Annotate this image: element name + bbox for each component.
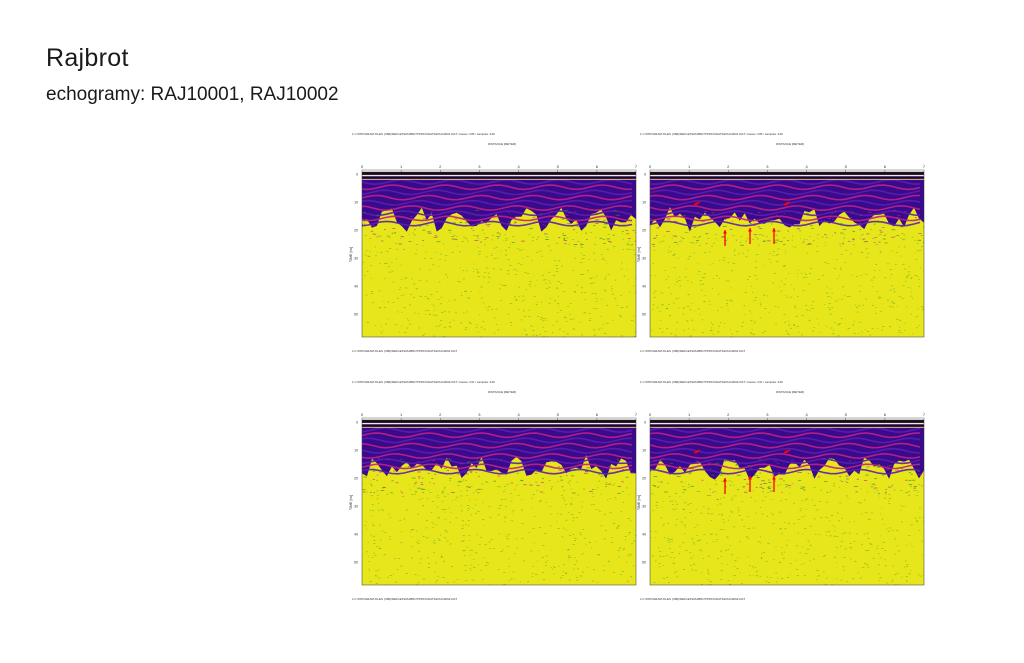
echogram-footer: 2 C:\PROGRAM FILES (X86)\REFLEX\RAJBROT\…: [352, 597, 458, 601]
y-tick-label: 30: [354, 257, 358, 261]
x-tick-label: 1: [400, 164, 403, 169]
y-tick-label: 40: [354, 285, 358, 289]
x-tick-label: 6: [596, 412, 599, 417]
x-tick-label: 5: [845, 412, 848, 417]
slide-subtitle: echogramy: RAJ10001, RAJ10002: [46, 84, 339, 105]
y-tick-label: 10: [642, 201, 646, 205]
echogram-panel-raj10002-annotated: 1 C:\PROGRAM FILES (X86)\REFLEX\RAJBROT\…: [636, 380, 926, 605]
red-arrowhead-icon: [694, 449, 698, 454]
y-axis-label: TIME [ns]: [637, 495, 641, 510]
x-tick-label: 2: [439, 164, 442, 169]
x-tick-label: 7: [635, 412, 638, 417]
x-tick-label: 4: [517, 164, 520, 169]
radargram-image: [362, 420, 636, 585]
x-tick-label: 3: [766, 164, 769, 169]
x-tick-label: 3: [478, 164, 481, 169]
x-tick-label: 0: [361, 164, 364, 169]
red-arrowhead-icon: [748, 228, 752, 232]
y-axis-label: TIME [ns]: [349, 247, 353, 262]
echogram-panel-raj10001-raw: 1 C:\PROGRAM FILES (X86)\REFLEX\RAJBROT\…: [348, 132, 638, 357]
distance-axis-label: DISTANCE [METER]: [776, 142, 804, 146]
x-tick-label: 7: [635, 164, 638, 169]
x-tick-label: 1: [400, 412, 403, 417]
x-tick-label: 5: [557, 412, 560, 417]
y-tick-label: 30: [642, 257, 646, 261]
distance-axis-label: DISTANCE [METER]: [776, 390, 804, 394]
x-tick-label: 2: [727, 412, 730, 417]
red-arrowhead-icon: [723, 230, 727, 234]
y-tick-label: 50: [642, 313, 646, 317]
x-tick-label: 6: [884, 164, 887, 169]
annotation-arrows: [693, 201, 791, 246]
echogram-image: 0 1 2 3 4 5 6 7 0 10 20 30 40 50 TIME [ns]: [637, 412, 926, 586]
echogram-image: 0 1 2 3 4 5 6 7 0 10 20 30 40 50 TIME [ns]: [637, 164, 926, 338]
y-tick-label: 50: [354, 561, 358, 565]
red-arrowhead-icon: [772, 228, 776, 232]
x-tick-label: 0: [361, 412, 364, 417]
y-tick-label: 30: [642, 505, 646, 509]
echogram-footer: 2 C:\PROGRAM FILES (X86)\REFLEX\RAJBROT\…: [352, 349, 458, 353]
x-tick-label: 6: [596, 164, 599, 169]
red-arrowhead-icon: [748, 476, 752, 480]
x-tick-label: 0: [649, 412, 652, 417]
y-tick-label: 0: [644, 421, 646, 425]
echogram-header: 1 C:\PROGRAM FILES (X86)\REFLEX\RAJBROT\…: [640, 132, 783, 136]
red-arrowhead-icon: [723, 478, 727, 482]
x-tick-label: 1: [688, 164, 691, 169]
x-tick-label: 7: [923, 164, 926, 169]
radargram-image: [362, 172, 636, 337]
y-tick-label: 0: [644, 173, 646, 177]
echogram-image: 0 1 2 3 4 5 6 7 0 10 20 30 40 50 TIME [ns]: [349, 412, 638, 586]
x-tick-label: 7: [923, 412, 926, 417]
echogram-footer: 2 C:\PROGRAM FILES (X86)\REFLEX\RAJBROT\…: [640, 349, 746, 353]
echogram-footer: 2 C:\PROGRAM FILES (X86)\REFLEX\RAJBROT\…: [640, 597, 746, 601]
y-tick-label: 20: [642, 477, 646, 481]
x-tick-label: 4: [517, 412, 520, 417]
y-tick-label: 40: [642, 533, 646, 537]
x-tick-label: 4: [805, 412, 808, 417]
y-axis-label: TIME [ns]: [349, 495, 353, 510]
x-tick-label: 6: [884, 412, 887, 417]
y-tick-label: 30: [354, 505, 358, 509]
annotation-arrows: [693, 449, 791, 494]
echogram-panel-raj10001-annotated: 1 C:\PROGRAM FILES (X86)\REFLEX\RAJBROT\…: [636, 132, 926, 357]
x-tick-label: 2: [439, 412, 442, 417]
echogram-image: 0 1 2 3 4 5 6 7 0 10 20 30 40 50 TIME [ns]: [349, 164, 638, 338]
y-tick-label: 20: [354, 229, 358, 233]
y-axis-label: TIME [ns]: [637, 247, 641, 262]
y-tick-label: 10: [354, 449, 358, 453]
echogram-header: 1 C:\PROGRAM FILES (X86)\REFLEX\RAJBROT\…: [352, 380, 495, 384]
echogram-panel-raj10002-raw: 1 C:\PROGRAM FILES (X86)\REFLEX\RAJBROT\…: [348, 380, 638, 605]
y-tick-label: 20: [354, 477, 358, 481]
x-tick-label: 5: [557, 164, 560, 169]
distance-axis-label: DISTANCE [METER]: [488, 142, 516, 146]
x-tick-label: 3: [766, 412, 769, 417]
x-tick-label: 5: [845, 164, 848, 169]
x-tick-label: 3: [478, 412, 481, 417]
distance-axis-label: DISTANCE [METER]: [488, 390, 516, 394]
red-arrowhead-icon: [772, 476, 776, 480]
y-tick-label: 10: [354, 201, 358, 205]
y-tick-label: 50: [354, 313, 358, 317]
y-tick-label: 40: [354, 533, 358, 537]
slide-title: Rajbrot: [46, 44, 129, 72]
y-tick-label: 20: [642, 229, 646, 233]
red-arrowhead-icon: [784, 201, 788, 206]
y-tick-label: 0: [356, 421, 358, 425]
echogram-header: 1 C:\PROGRAM FILES (X86)\REFLEX\RAJBROT\…: [352, 132, 495, 136]
y-tick-label: 10: [642, 449, 646, 453]
x-tick-label: 1: [688, 412, 691, 417]
red-arrowhead-icon: [784, 449, 788, 454]
y-tick-label: 50: [642, 561, 646, 565]
x-tick-label: 4: [805, 164, 808, 169]
radargram-image: [650, 420, 924, 585]
x-tick-label: 0: [649, 164, 652, 169]
x-tick-label: 2: [727, 164, 730, 169]
y-tick-label: 40: [642, 285, 646, 289]
radargram-image: [650, 172, 924, 337]
y-tick-label: 0: [356, 173, 358, 177]
echogram-header: 1 C:\PROGRAM FILES (X86)\REFLEX\RAJBROT\…: [640, 380, 783, 384]
red-arrowhead-icon: [694, 201, 698, 206]
